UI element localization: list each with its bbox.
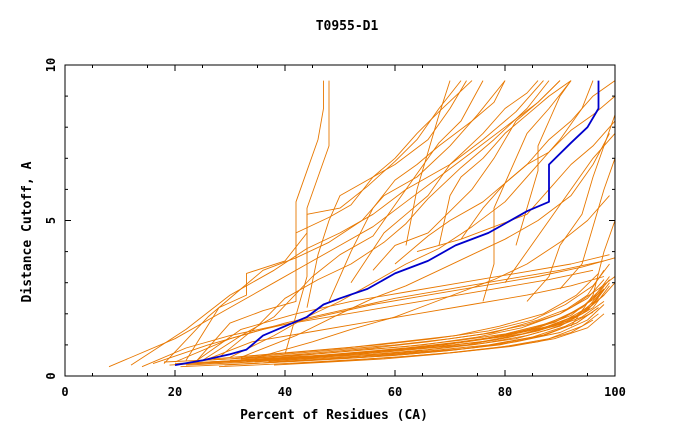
x-tick-label: 100	[604, 385, 626, 399]
series-line-14	[350, 80, 539, 283]
series-line-10	[257, 195, 610, 358]
series-line-54	[196, 254, 610, 361]
series-line-53	[174, 260, 605, 363]
series-line-27	[515, 80, 572, 246]
x-tick-label: 80	[498, 385, 512, 399]
series-line-42	[235, 273, 599, 358]
highlight-series-line	[174, 80, 600, 366]
series-line-43	[246, 294, 605, 363]
x-axis-label: Percent of Residues (CA)	[240, 408, 428, 423]
series-line-12	[306, 80, 467, 308]
y-tick-label: 5	[44, 217, 58, 224]
tick-layer: 0 20 40 60 80 100 0 5 10	[44, 58, 626, 399]
y-tick-label: 0	[44, 372, 58, 379]
series-line-17	[416, 120, 616, 253]
series-line-50	[290, 313, 605, 365]
series-line-7	[218, 80, 550, 358]
series-line-48	[268, 311, 594, 363]
series-line-25	[295, 80, 324, 271]
x-tick-label: 60	[388, 385, 402, 399]
series-line-44	[180, 307, 599, 368]
y-tick-label: 10	[44, 58, 58, 72]
x-tick-label: 20	[168, 385, 182, 399]
series-line-55	[207, 276, 605, 360]
series-line-22	[526, 114, 616, 302]
series-line-11	[284, 80, 330, 355]
series-line-13	[328, 80, 506, 302]
series-line-21	[504, 133, 616, 283]
y-axis-label: Distance Cutoff, A	[20, 161, 35, 302]
series-line-15	[372, 80, 561, 271]
series-line-39	[202, 270, 605, 361]
series-line-51	[301, 285, 610, 358]
series-line-5	[196, 80, 473, 361]
series-line-47	[257, 288, 605, 361]
series-line-18	[438, 80, 572, 246]
chart-title: T0955-D1	[316, 19, 379, 34]
series-line-56	[141, 269, 594, 368]
series-line-9	[240, 133, 610, 358]
series-line-3	[163, 80, 506, 364]
series-layer	[108, 80, 616, 368]
x-tick-label: 0	[61, 385, 68, 399]
series-line-37	[262, 279, 605, 358]
series-line-23	[559, 158, 616, 290]
series-line-20	[482, 80, 572, 302]
x-tick-label: 40	[278, 385, 292, 399]
series-line-26	[405, 80, 451, 246]
